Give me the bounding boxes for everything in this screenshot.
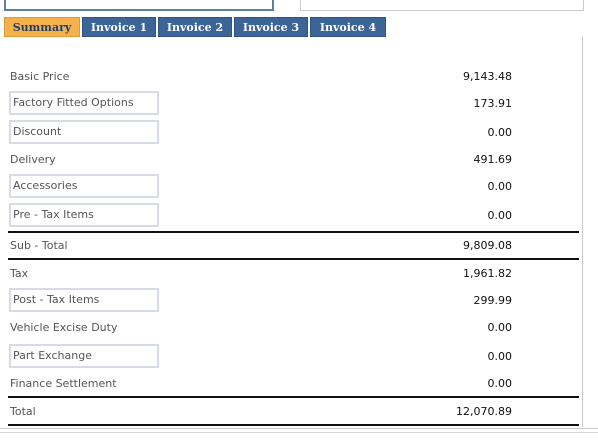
sub-total-label: Sub - Total [10, 239, 68, 252]
top-right-field [300, 0, 584, 11]
total-value: 12,070.89 [456, 405, 512, 418]
total-top-rule [8, 396, 579, 398]
discount-value: 0.00 [487, 126, 513, 139]
tab-invoice-2[interactable]: Invoice 2 [158, 17, 232, 37]
part-exchange-value: 0.00 [487, 350, 513, 363]
basic-price-value: 9,143.48 [463, 70, 512, 83]
tab-invoice-1[interactable]: Invoice 1 [82, 17, 156, 37]
factory-fitted-options-value: 173.91 [473, 97, 513, 110]
basic-price-label: Basic Price [10, 70, 70, 83]
total-label: Total [10, 405, 36, 418]
tab-summary[interactable]: Summary [4, 17, 80, 37]
finance-settlement-label: Finance Settlement [10, 377, 117, 390]
bottom-divider-2 [0, 432, 598, 433]
finance-settlement-value: 0.00 [487, 377, 513, 390]
sub-total-value: 9,809.08 [463, 239, 512, 252]
delivery-label: Delivery [10, 153, 56, 166]
discount-button[interactable]: Discount [9, 120, 159, 144]
pre-tax-items-button[interactable]: Pre - Tax Items [9, 203, 159, 227]
bottom-divider [0, 428, 598, 429]
summary-panel [4, 37, 583, 427]
vehicle-excise-duty-value: 0.00 [487, 321, 513, 334]
vehicle-excise-duty-label: Vehicle Excise Duty [10, 321, 118, 334]
tax-label: Tax [10, 267, 29, 280]
pre-tax-items-value: 0.00 [487, 209, 513, 222]
tab-invoice-3[interactable]: Invoice 3 [234, 17, 308, 37]
invoice-tabs: Summary Invoice 1 Invoice 2 Invoice 3 In… [4, 17, 388, 37]
accessories-value: 0.00 [487, 180, 513, 193]
factory-fitted-options-button[interactable]: Factory Fitted Options [9, 91, 159, 115]
total-bottom-rule [8, 424, 579, 426]
post-tax-items-value: 299.99 [473, 294, 513, 307]
part-exchange-button[interactable]: Part Exchange [9, 344, 159, 368]
delivery-value: 491.69 [473, 153, 513, 166]
top-left-field [4, 0, 274, 11]
tab-invoice-4[interactable]: Invoice 4 [310, 17, 386, 37]
tax-value: 1,961.82 [463, 267, 512, 280]
accessories-button[interactable]: Accessories [9, 174, 159, 198]
post-tax-items-button[interactable]: Post - Tax Items [9, 288, 159, 312]
sub-total-bottom-rule [8, 258, 579, 260]
sub-total-top-rule [8, 231, 579, 233]
